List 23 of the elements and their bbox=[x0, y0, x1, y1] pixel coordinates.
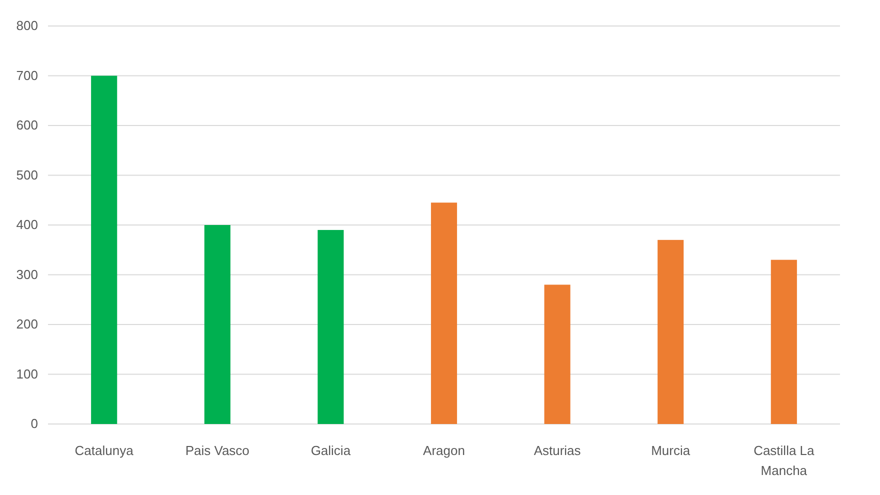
y-tick-label: 700 bbox=[16, 68, 38, 83]
y-tick-label: 600 bbox=[16, 118, 38, 133]
x-tick-label: Aragon bbox=[423, 443, 465, 458]
x-tick-label: Asturias bbox=[534, 443, 582, 458]
bar bbox=[318, 230, 344, 424]
x-tick-label: Catalunya bbox=[74, 443, 134, 458]
y-tick-label: 100 bbox=[16, 366, 38, 382]
x-tick-label: Castilla La Mancha bbox=[754, 443, 816, 478]
y-tick-label: 800 bbox=[16, 18, 38, 34]
x-tick-label: Murcia bbox=[651, 443, 691, 458]
x-tick-label: Galicia bbox=[310, 443, 352, 458]
bar bbox=[770, 260, 797, 424]
bar bbox=[430, 202, 458, 424]
y-tick-label: 0 bbox=[30, 416, 38, 432]
bar bbox=[204, 225, 230, 424]
bar bbox=[658, 240, 684, 424]
bar bbox=[91, 76, 118, 424]
x-tick-label: Pais Vasco bbox=[185, 443, 250, 458]
bar bbox=[544, 284, 570, 424]
y-tick-label: 200 bbox=[16, 316, 38, 332]
y-tick-label: 300 bbox=[16, 266, 38, 282]
y-tick-label: 400 bbox=[16, 217, 38, 232]
y-tick-label: 500 bbox=[16, 167, 38, 182]
